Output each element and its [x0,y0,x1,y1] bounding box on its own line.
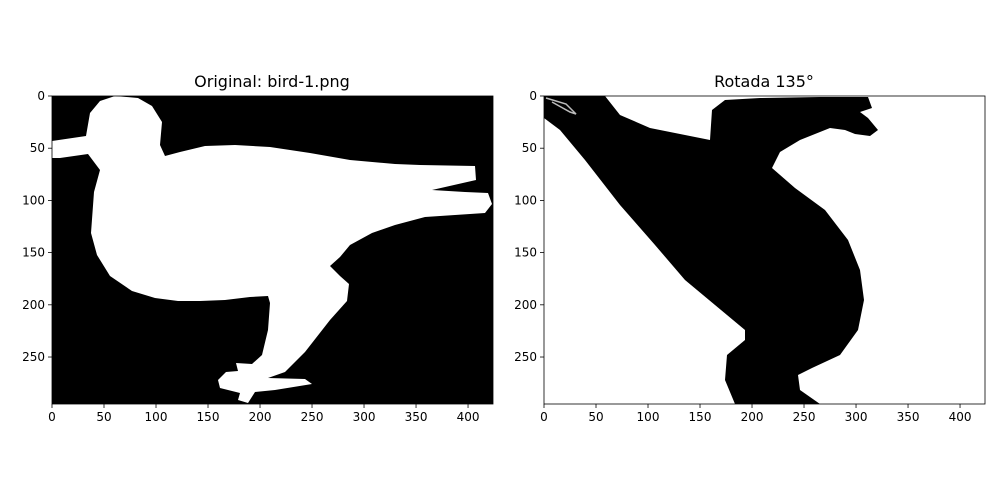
x-axis-rotated: 0 50 100 150 200 250 300 350 400 [540,404,971,424]
x-tick-label-original: 300 [353,410,376,424]
x-tick-label-rotated: 300 [845,410,868,424]
y-tick-label-rotated: 250 [514,350,537,364]
x-tick-label-original: 400 [457,410,480,424]
y-tick-label-original: 250 [22,350,45,364]
y-tick-label-original: 0 [37,89,45,103]
y-tick-label-original: 50 [30,141,45,155]
y-tick-label-original: 200 [22,298,45,312]
y-tick-label-rotated: 50 [522,141,537,155]
y-tick-label-original: 150 [22,246,45,260]
x-tick-label-rotated: 50 [588,410,603,424]
panel-original: Original: bird-1.png 0 50 100 150 200 250 300 3… [22,72,494,424]
y-tick-label-rotated: 200 [514,298,537,312]
panel-title-original: Original: bird-1.png [194,72,350,91]
x-tick-label-rotated: 0 [540,410,548,424]
y-tick-label-rotated: 150 [514,246,537,260]
x-tick-label-rotated: 100 [637,410,660,424]
panel-title-rotated: Rotada 135° [714,72,814,91]
x-tick-label-rotated: 350 [897,410,920,424]
x-tick-label-rotated: 150 [689,410,712,424]
x-tick-label-original: 100 [145,410,168,424]
x-tick-label-rotated: 200 [741,410,764,424]
y-axis-rotated: 0 50 100 150 200 250 [514,89,544,364]
x-tick-label-original: 150 [197,410,220,424]
x-tick-label-original: 350 [405,410,428,424]
x-tick-label-rotated: 400 [949,410,972,424]
y-tick-label-rotated: 100 [514,193,537,207]
y-tick-label-original: 100 [22,193,45,207]
x-axis-original: 0 50 100 150 200 250 300 350 400 [48,404,479,424]
x-tick-label-original: 200 [249,410,272,424]
rotated-silhouette [544,96,878,404]
x-tick-label-original: 50 [96,410,111,424]
y-tick-label-rotated: 0 [529,89,537,103]
rotated-edge-artifact [545,97,577,115]
x-tick-label-original: 250 [301,410,324,424]
panel-rotated: Rotada 135° 0 50 100 150 200 250 300 350 400 0 50… [514,72,986,424]
bird-silhouette [52,96,492,403]
y-axis-original: 0 50 100 150 200 250 [22,89,52,364]
x-tick-label-rotated: 250 [793,410,816,424]
x-tick-label-original: 0 [48,410,56,424]
